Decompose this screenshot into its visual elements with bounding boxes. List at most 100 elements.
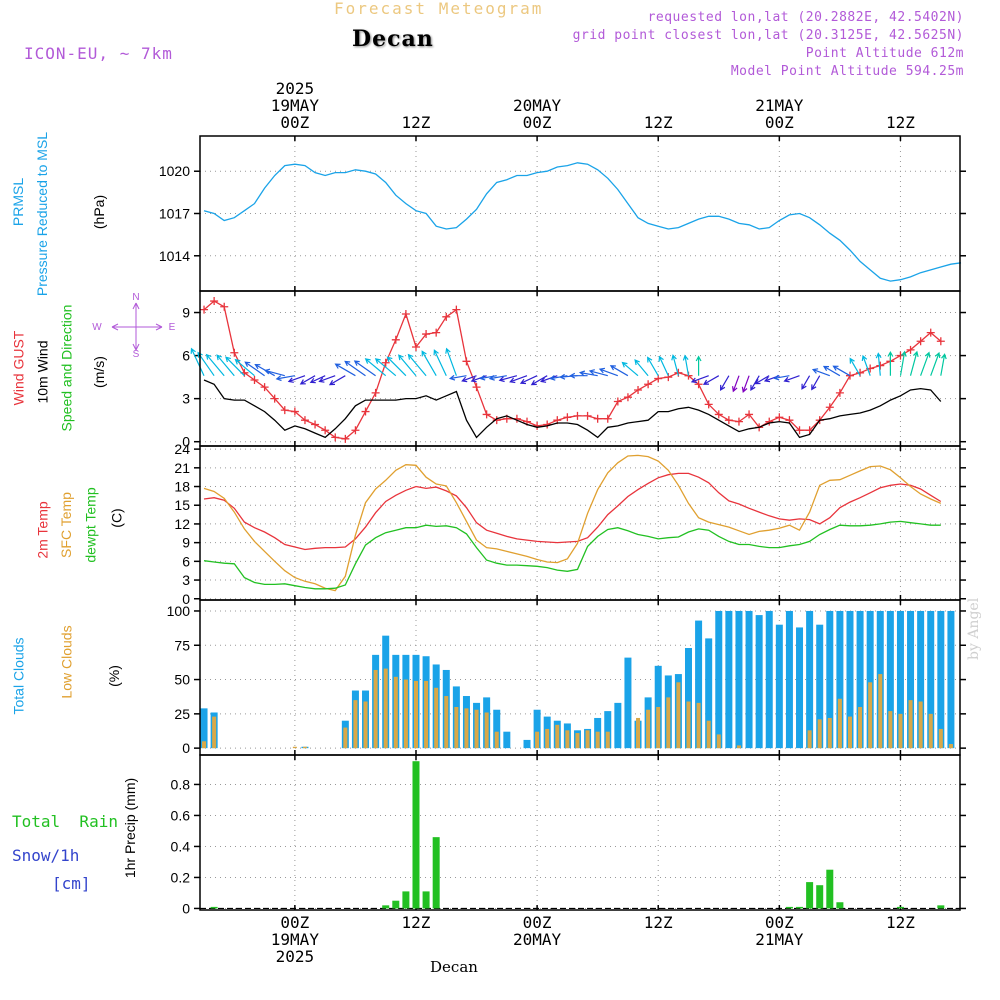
compass-rose: N S W E — [92, 292, 175, 360]
wind-arrow — [702, 375, 720, 385]
gust-marker — [734, 417, 743, 426]
low-cloud-bar — [585, 730, 590, 749]
gust-marker — [926, 328, 935, 337]
label-sfc-temp: SFC Temp — [57, 492, 74, 558]
low-cloud-bar — [413, 680, 418, 749]
gust-marker — [745, 410, 754, 419]
gust-marker — [906, 345, 915, 354]
wind-arrow — [588, 369, 608, 377]
low-cloud-bar — [686, 701, 691, 749]
gust-marker — [724, 416, 733, 425]
wind-tick-label: 6 — [182, 348, 190, 364]
gust-marker — [290, 407, 299, 416]
gust-marker — [835, 388, 844, 397]
bottom-time-label: 12Z — [886, 913, 915, 932]
top-time-label: 21MAY — [755, 96, 804, 115]
gust-marker — [422, 330, 431, 339]
wind-arrow — [690, 375, 709, 384]
low-cloud-bar — [393, 676, 398, 749]
wind-arrow — [364, 358, 387, 377]
top-time-label: 12Z — [886, 113, 915, 132]
label-total-rain: Total Rain — [12, 812, 118, 831]
top-time-label: 00Z — [523, 113, 552, 132]
wind-arrow — [887, 350, 894, 376]
chart-title: Forecast Meteogram — [334, 0, 544, 18]
rain-bar — [826, 869, 834, 909]
low-cloud-bar — [605, 731, 610, 749]
total-cloud-bar — [896, 610, 904, 749]
total-cloud-bar — [765, 610, 773, 749]
low-cloud-bar — [656, 706, 661, 749]
wind-arrow — [732, 375, 740, 393]
wind-arrow — [397, 354, 417, 377]
low-cloud-bar — [878, 674, 883, 749]
rain-bar — [210, 906, 218, 909]
wind-arrow — [197, 351, 215, 377]
gust-marker — [321, 426, 330, 435]
bottom-time-label: 00Z — [765, 913, 794, 932]
low-cloud-bar — [666, 697, 671, 749]
wind-arrow — [861, 354, 871, 376]
low-cloud-bar — [424, 680, 429, 749]
low-cloud-bar — [555, 724, 560, 749]
wind-arrow — [741, 375, 750, 393]
total-cloud-bar — [614, 702, 622, 749]
gust-marker — [260, 383, 269, 392]
gust-marker — [432, 328, 441, 337]
wind-arrow — [445, 347, 457, 376]
clouds-tick-label: 50 — [174, 672, 190, 688]
wind-arrow — [488, 375, 507, 381]
bottom-time-label: 00Z — [280, 913, 309, 932]
gust-marker — [694, 380, 703, 389]
wind-arrow — [754, 375, 770, 385]
label-dewpt-temp: dewpt Temp — [82, 487, 99, 563]
precip-tick-label: 0.6 — [171, 807, 191, 823]
label-10m-wind: 10m Wind — [34, 340, 51, 404]
low-cloud-bar — [716, 734, 721, 749]
gust-marker — [411, 342, 420, 351]
wind-arrow — [470, 375, 487, 383]
wind-arrow — [519, 375, 538, 385]
top-time-label: 00Z — [280, 113, 309, 132]
low-cloud-bar — [535, 731, 540, 749]
temp-tick-label: 18 — [174, 479, 190, 495]
gust-marker — [573, 411, 582, 420]
gust-marker — [593, 414, 602, 423]
total-cloud-bar — [695, 620, 703, 749]
gust-marker — [331, 433, 340, 442]
gust-marker — [482, 410, 491, 419]
wind-arrow — [658, 355, 669, 376]
low-cloud-bar — [706, 720, 711, 749]
low-cloud-bar — [888, 711, 893, 749]
low-cloud-bar — [484, 712, 489, 749]
wind-arrow — [540, 375, 558, 383]
wind-arrow — [244, 361, 265, 377]
gust-marker — [876, 361, 885, 370]
low-cloud-bar — [363, 701, 368, 749]
low-cloud-bar — [444, 696, 449, 749]
rain-bar — [412, 761, 420, 909]
gust-marker — [916, 337, 925, 346]
gust-marker — [623, 393, 632, 402]
gust-marker — [795, 426, 804, 435]
requested-coords: requested lon,lat (20.2882E, 42.5402N) — [647, 10, 964, 25]
precip-tick-label: 0 — [182, 900, 190, 916]
total-cloud-bar — [947, 610, 955, 749]
total-cloud-bar — [715, 610, 723, 749]
low-cloud-bar — [817, 719, 822, 749]
wind-arrow — [407, 353, 427, 377]
precip-tick-label: 0.8 — [171, 776, 191, 792]
precip-tick-label: 0.2 — [171, 869, 191, 885]
gust-marker — [341, 434, 350, 443]
gust-marker — [200, 305, 209, 314]
total-cloud-bar — [503, 731, 511, 749]
temp-tick-label: 0 — [182, 591, 190, 607]
wind-arrow — [234, 358, 255, 377]
wind-arrow — [549, 375, 568, 381]
compass-n: N — [132, 292, 139, 303]
clouds-tick-label: 75 — [174, 637, 190, 653]
wind-arrow — [433, 349, 447, 376]
top-time-label: 19MAY — [271, 96, 320, 115]
pressure-tick-label: 1017 — [159, 206, 190, 222]
gust-marker — [583, 411, 592, 420]
